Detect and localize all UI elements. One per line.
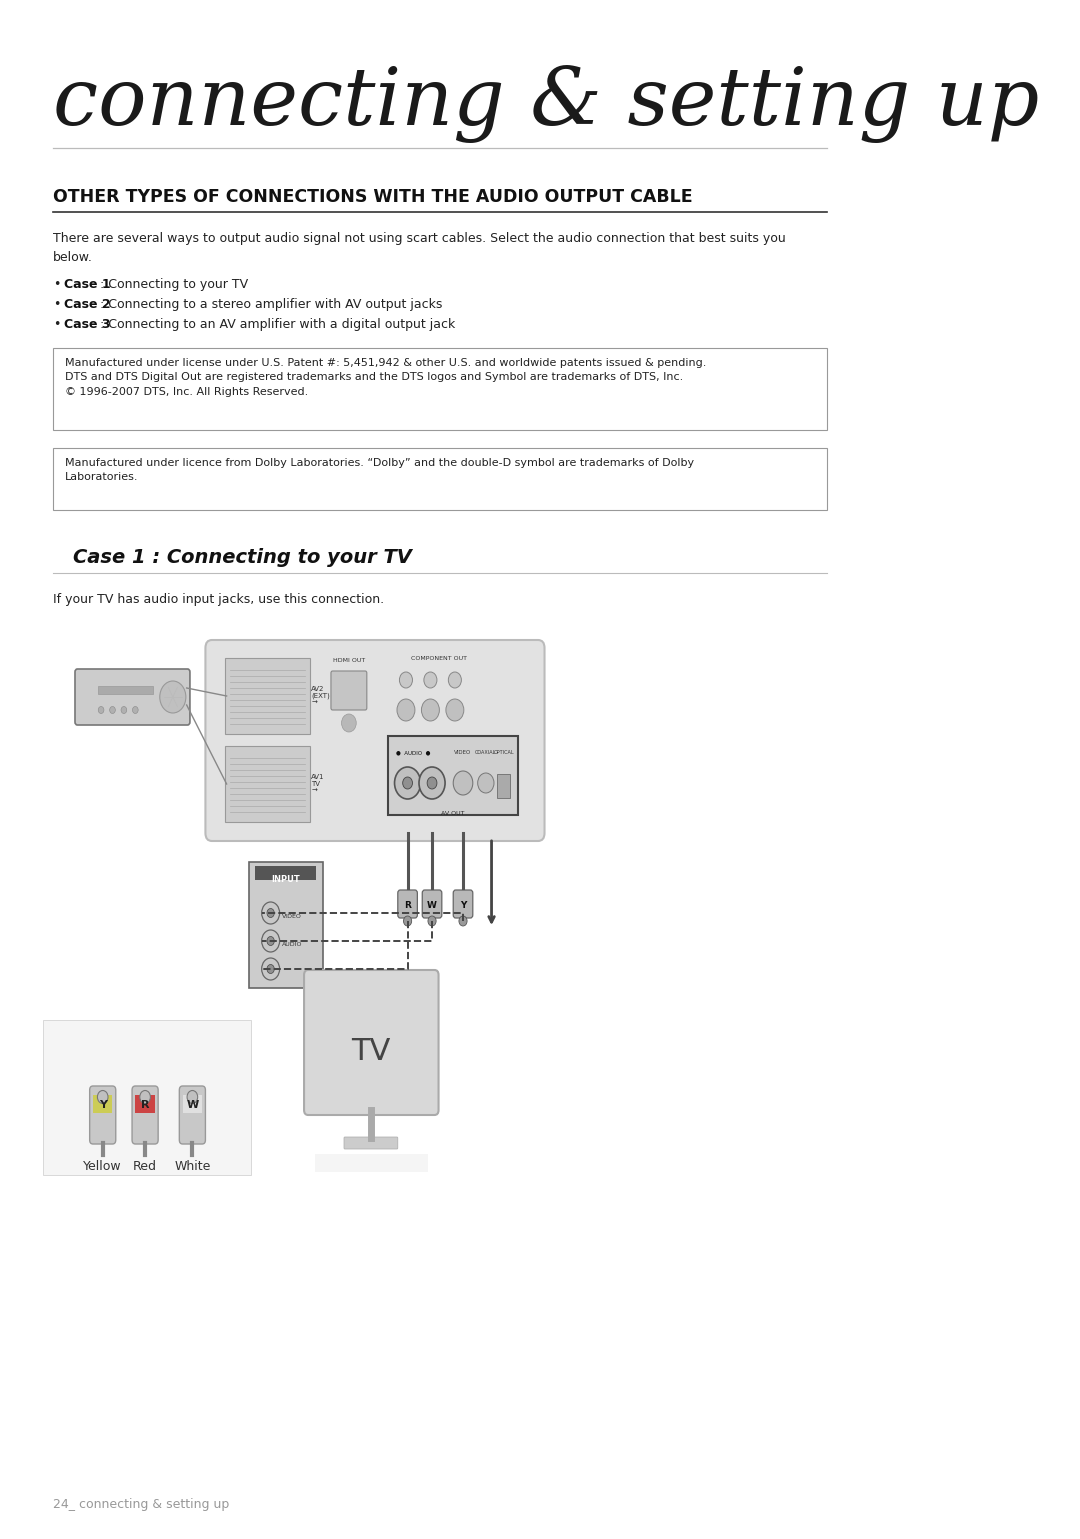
Text: VIDEO: VIDEO — [455, 749, 472, 756]
Circle shape — [448, 673, 461, 688]
Text: COMPONENT OUT: COMPONENT OUT — [410, 656, 467, 660]
FancyBboxPatch shape — [225, 659, 310, 734]
Text: R: R — [404, 900, 411, 910]
Circle shape — [477, 773, 494, 793]
Text: Y: Y — [98, 1100, 107, 1110]
Circle shape — [428, 916, 436, 926]
Text: TV: TV — [351, 1037, 391, 1067]
Circle shape — [261, 957, 280, 980]
Text: R: R — [140, 1100, 149, 1110]
Text: Yellow: Yellow — [83, 1160, 122, 1173]
Text: Y: Y — [460, 900, 467, 910]
Text: Red: Red — [133, 1160, 157, 1173]
Circle shape — [397, 699, 415, 720]
Text: AV2
(EXT)
→: AV2 (EXT) → — [311, 686, 330, 706]
Circle shape — [133, 706, 138, 714]
Circle shape — [403, 777, 413, 790]
Text: Case 1: Case 1 — [65, 279, 111, 291]
Text: connecting & setting up: connecting & setting up — [53, 65, 1039, 143]
FancyBboxPatch shape — [90, 1087, 116, 1143]
FancyBboxPatch shape — [179, 1087, 205, 1143]
Bar — [135, 1096, 154, 1113]
Text: W: W — [427, 900, 437, 910]
FancyBboxPatch shape — [305, 970, 438, 1114]
FancyBboxPatch shape — [330, 671, 367, 709]
FancyBboxPatch shape — [98, 686, 153, 694]
Circle shape — [160, 680, 186, 713]
FancyBboxPatch shape — [53, 348, 827, 429]
Text: VIDEO: VIDEO — [282, 914, 302, 919]
Text: HDMI OUT: HDMI OUT — [333, 659, 365, 663]
Circle shape — [428, 777, 437, 790]
Circle shape — [459, 916, 467, 926]
FancyBboxPatch shape — [205, 640, 544, 840]
Text: : Connecting to your TV: : Connecting to your TV — [96, 279, 248, 291]
Circle shape — [394, 766, 420, 799]
Circle shape — [267, 908, 274, 917]
Text: There are several ways to output audio signal not using scart cables. Select the: There are several ways to output audio s… — [53, 232, 786, 265]
Text: : Connecting to an AV amplifier with a digital output jack: : Connecting to an AV amplifier with a d… — [96, 319, 456, 331]
Text: INPUT: INPUT — [271, 876, 299, 883]
Circle shape — [267, 965, 274, 974]
Circle shape — [419, 766, 445, 799]
FancyBboxPatch shape — [454, 890, 473, 917]
FancyBboxPatch shape — [422, 890, 442, 917]
FancyBboxPatch shape — [43, 1020, 251, 1174]
FancyBboxPatch shape — [345, 1137, 397, 1150]
Circle shape — [187, 1091, 198, 1103]
FancyBboxPatch shape — [53, 448, 827, 509]
Circle shape — [421, 699, 440, 720]
Circle shape — [261, 930, 280, 953]
Text: : Connecting to a stereo amplifier with AV output jacks: : Connecting to a stereo amplifier with … — [96, 299, 443, 311]
Circle shape — [404, 916, 411, 926]
FancyBboxPatch shape — [132, 1087, 158, 1143]
Bar — [183, 1096, 202, 1113]
Circle shape — [267, 937, 274, 945]
Text: 24_ connecting & setting up: 24_ connecting & setting up — [53, 1497, 229, 1511]
FancyBboxPatch shape — [314, 1154, 428, 1173]
FancyBboxPatch shape — [225, 746, 310, 822]
FancyBboxPatch shape — [497, 774, 510, 799]
Text: W: W — [186, 1100, 199, 1110]
FancyBboxPatch shape — [388, 736, 517, 816]
Text: OPTICAL: OPTICAL — [494, 749, 514, 756]
Text: Manufactured under license under U.S. Patent #: 5,451,942 & other U.S. and world: Manufactured under license under U.S. Pa… — [65, 359, 706, 397]
Circle shape — [400, 673, 413, 688]
FancyBboxPatch shape — [397, 890, 417, 917]
Text: Case 3: Case 3 — [65, 319, 111, 331]
Text: •: • — [53, 319, 60, 331]
Text: •: • — [53, 279, 60, 291]
Circle shape — [110, 706, 116, 714]
FancyBboxPatch shape — [248, 862, 323, 988]
Bar — [93, 1096, 112, 1113]
Text: OTHER TYPES OF CONNECTIONS WITH THE AUDIO OUTPUT CABLE: OTHER TYPES OF CONNECTIONS WITH THE AUDI… — [53, 188, 692, 206]
Circle shape — [423, 673, 437, 688]
Text: AUDIO: AUDIO — [282, 942, 302, 948]
Circle shape — [261, 902, 280, 923]
Circle shape — [139, 1091, 150, 1103]
Circle shape — [446, 699, 463, 720]
Text: ●  AUDIO  ●: ● AUDIO ● — [396, 749, 431, 756]
Text: Case 1 : Connecting to your TV: Case 1 : Connecting to your TV — [73, 548, 413, 566]
Circle shape — [454, 771, 473, 796]
Text: COAXIAL: COAXIAL — [475, 749, 497, 756]
Text: •: • — [53, 299, 60, 311]
FancyBboxPatch shape — [75, 669, 190, 725]
Circle shape — [97, 1091, 108, 1103]
Circle shape — [98, 706, 104, 714]
Circle shape — [341, 714, 356, 733]
Text: Manufactured under licence from Dolby Laboratories. “Dolby” and the double-D sym: Manufactured under licence from Dolby La… — [65, 459, 694, 482]
Text: AV1
TV
→: AV1 TV → — [311, 774, 325, 794]
Circle shape — [121, 706, 126, 714]
Text: White: White — [174, 1160, 211, 1173]
Text: Case 2: Case 2 — [65, 299, 111, 311]
FancyBboxPatch shape — [255, 866, 316, 880]
Text: AV OUT: AV OUT — [441, 811, 464, 816]
Text: If your TV has audio input jacks, use this connection.: If your TV has audio input jacks, use th… — [53, 593, 384, 606]
